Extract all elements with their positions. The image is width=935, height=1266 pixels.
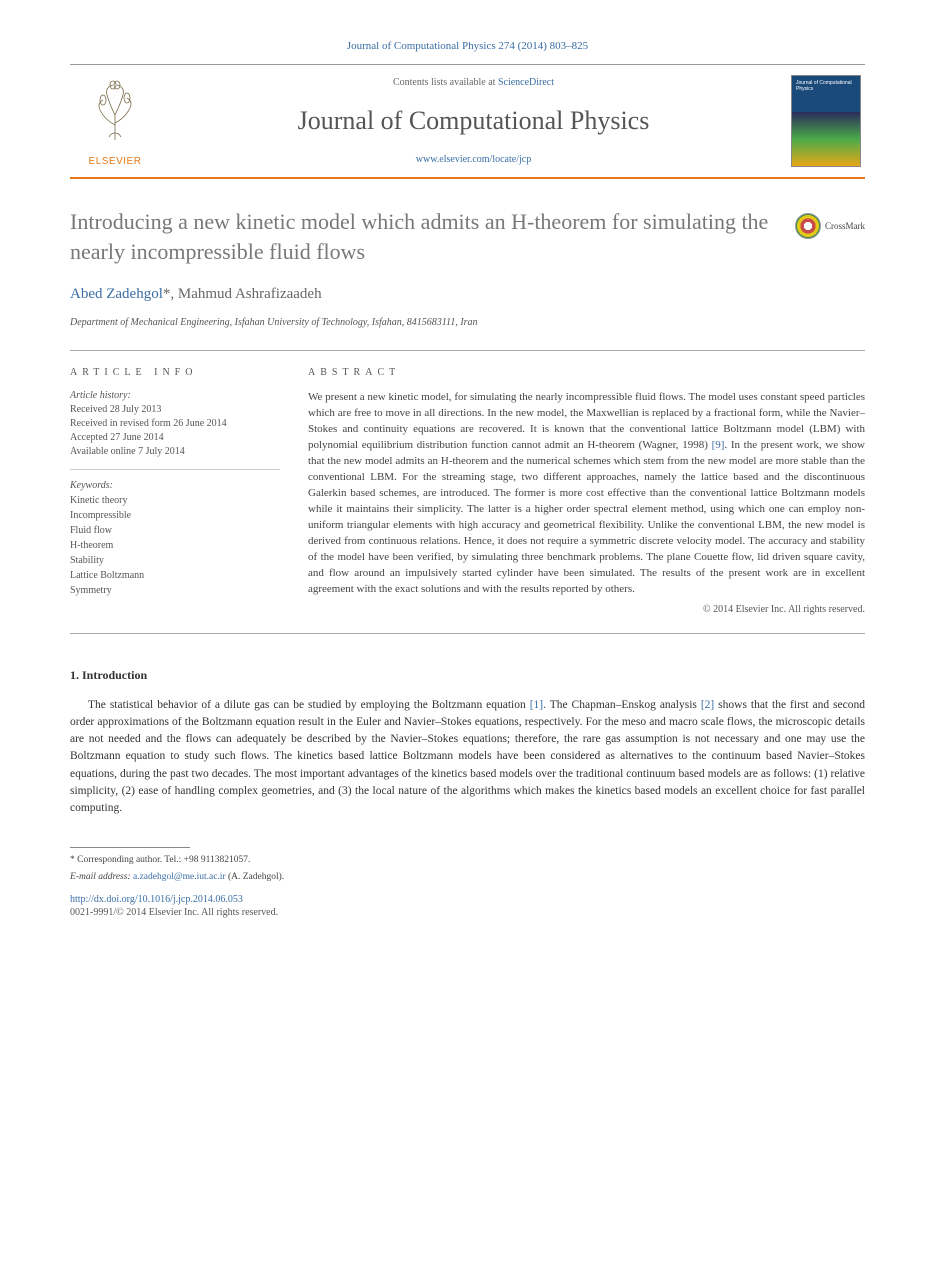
email-suffix: (A. Zadehgol). [226,872,285,882]
intro-paragraph: The statistical behavior of a dilute gas… [70,697,865,818]
email-label: E-mail address: [70,872,133,882]
contents-available: Contents lists available at ScienceDirec… [160,77,787,88]
header-center: Contents lists available at ScienceDirec… [160,65,787,177]
abstract-column: ABSTRACT We present a new kinetic model,… [308,367,865,614]
keyword: Stability [70,553,280,568]
history-label: Article history: [70,390,280,401]
title-text: Introducing a new kinetic model which ad… [70,209,768,264]
affiliation: Department of Mechanical Engineering, Is… [70,317,865,328]
footnote-rule [70,847,190,848]
intro-text: The statistical behavior of a dilute gas… [88,699,530,711]
crossmark-badge[interactable]: CrossMark [795,213,865,239]
keywords-label: Keywords: [70,480,280,491]
history-line: Received in revised form 26 June 2014 [70,417,280,431]
keyword: Lattice Boltzmann [70,568,280,583]
contents-prefix: Contents lists available at [393,77,498,88]
publisher-name: ELSEVIER [89,156,142,167]
keyword: Symmetry [70,583,280,598]
journal-cover-thumb: Journal of Computational Physics [787,65,865,177]
section-1-heading: 1. Introduction [70,668,865,683]
crossmark-icon [795,213,821,239]
abstract-part: . In the present work, we show that the … [308,439,865,594]
publisher-logo: ELSEVIER [70,65,160,177]
intro-text: shows that the first and second order ap… [70,699,865,815]
abstract-text: We present a new kinetic model, for simu… [308,390,865,597]
keyword: Incompressible [70,508,280,523]
author-separator: , [170,286,178,302]
email-footnote: E-mail address: a.zadehgol@me.iut.ac.ir … [70,871,865,884]
ref-link-1[interactable]: [1] [530,699,543,711]
journal-title: Journal of Computational Physics [160,106,787,136]
cover-title-text: Journal of Computational Physics [796,80,856,92]
author-2: Mahmud Ashrafizaadeh [178,286,322,302]
cover-image: Journal of Computational Physics [791,75,861,167]
history-line: Available online 7 July 2014 [70,445,280,459]
abstract-copyright: © 2014 Elsevier Inc. All rights reserved… [308,604,865,615]
doi-link[interactable]: http://dx.doi.org/10.1016/j.jcp.2014.06.… [70,894,865,905]
article-title: Introducing a new kinetic model which ad… [70,207,865,266]
ref-link-9[interactable]: [9] [712,439,725,451]
history-line: Accepted 27 June 2014 [70,431,280,445]
article-info-heading: ARTICLE INFO [70,367,280,378]
info-abstract-row: ARTICLE INFO Article history: Received 2… [70,350,865,633]
corresponding-author-footnote: * Corresponding author. Tel.: +98 911382… [70,854,865,867]
author-email-link[interactable]: a.zadehgol@me.iut.ac.ir [133,872,226,882]
crossmark-label: CrossMark [825,220,865,232]
intro-text: . The Chapman–Enskog analysis [543,699,701,711]
footer-copyright: 0021-9991/© 2014 Elsevier Inc. All right… [70,907,865,918]
keyword: Kinetic theory [70,493,280,508]
history-line: Received 28 July 2013 [70,403,280,417]
top-citation: Journal of Computational Physics 274 (20… [70,40,865,52]
corresponding-text: Corresponding author. Tel.: +98 91138210… [77,855,250,865]
keyword: H-theorem [70,538,280,553]
authors-line: Abed Zadehgol*, Mahmud Ashrafizaadeh [70,286,865,303]
abstract-heading: ABSTRACT [308,367,865,378]
journal-header: ELSEVIER Contents lists available at Sci… [70,64,865,179]
article-history: Article history: Received 28 July 2013 R… [70,390,280,470]
author-1[interactable]: Abed Zadehgol [70,286,163,302]
keywords-block: Keywords: Kinetic theory Incompressible … [70,480,280,598]
article-info-column: ARTICLE INFO Article history: Received 2… [70,367,280,614]
keyword: Fluid flow [70,523,280,538]
sciencedirect-link[interactable]: ScienceDirect [498,77,554,88]
ref-link-2[interactable]: [2] [701,699,714,711]
journal-homepage-link[interactable]: www.elsevier.com/locate/jcp [160,154,787,165]
elsevier-tree-icon [85,75,145,145]
